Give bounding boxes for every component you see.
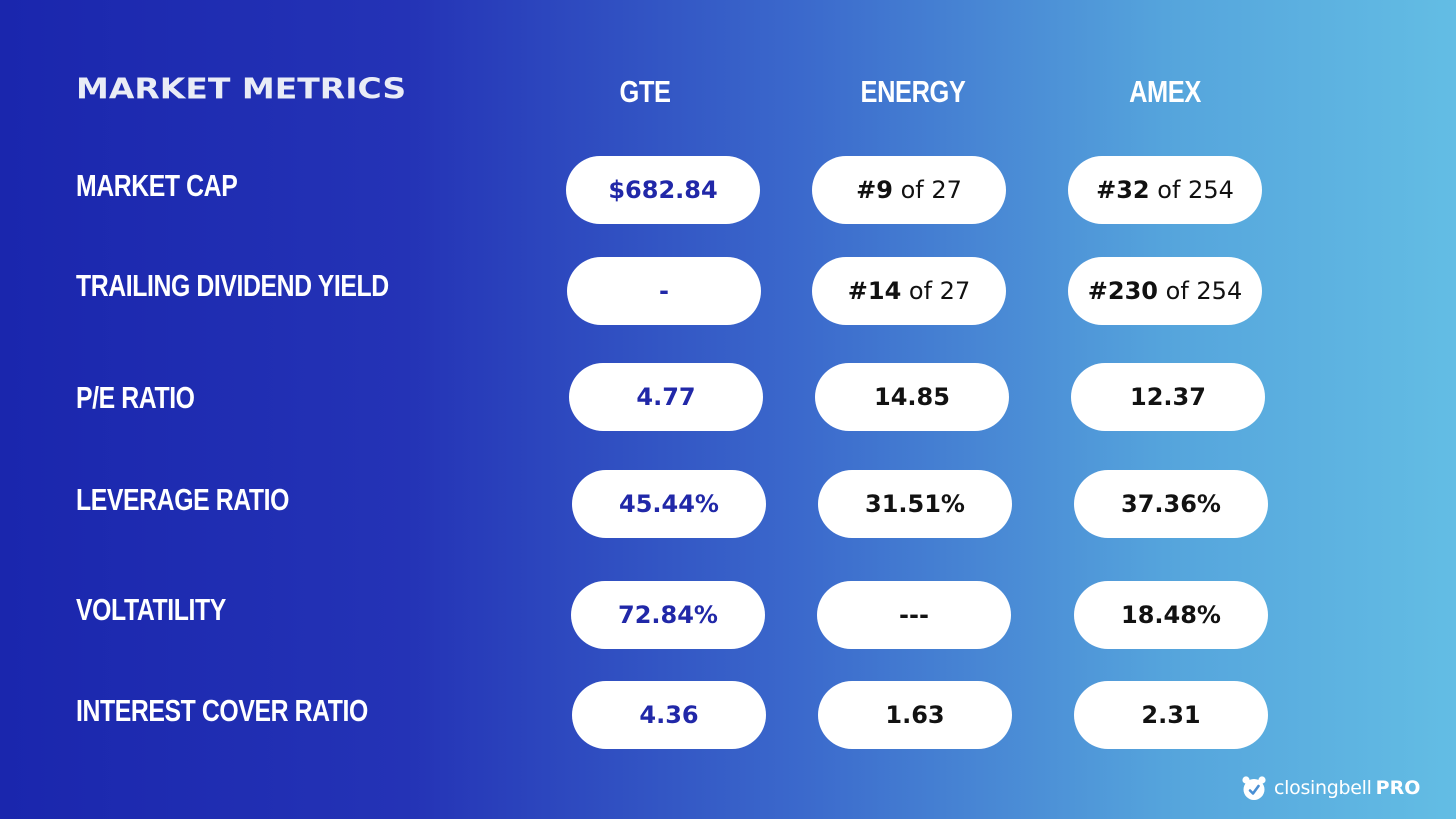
energy-volatility-value: --- <box>817 581 1011 649</box>
brand-name: closingbell <box>1274 777 1372 799</box>
energy-pe-ratio-value: 14.85 <box>815 363 1009 431</box>
row-label-trailing-dividend-yield: TRAILING DIVIDEND YIELD <box>76 268 389 303</box>
row-label-leverage-ratio: LEVERAGE RATIO <box>76 482 290 517</box>
amex-leverage-ratio-value: 37.36% <box>1074 470 1268 538</box>
gte-volatility-value: 72.84% <box>571 581 765 649</box>
column-header-energy: ENERGY <box>860 74 966 109</box>
energy-leverage-ratio-value: 31.51% <box>818 470 1012 538</box>
energy-dividend-yield-rank: #14 of 27 <box>812 257 1006 325</box>
row-label-pe-ratio: P/E RATIO <box>76 380 195 415</box>
amex-dividend-yield-rank: #230 of 254 <box>1068 257 1262 325</box>
alarm-clock-icon <box>1242 776 1266 800</box>
amex-pe-ratio-value: 12.37 <box>1071 363 1265 431</box>
brand-suffix: PRO <box>1375 777 1421 799</box>
amex-interest-cover-value: 2.31 <box>1074 681 1268 749</box>
amex-volatility-value: 18.48% <box>1074 581 1268 649</box>
column-header-gte: GTE <box>619 74 671 109</box>
column-header-amex: AMEX <box>1129 74 1201 109</box>
gte-dividend-yield-value: - <box>567 257 761 325</box>
gte-interest-cover-value: 4.36 <box>572 681 766 749</box>
brand-logo: closingbell PRO <box>1240 772 1420 804</box>
page-title: MARKET METRICS <box>76 72 407 106</box>
row-label-market-cap: MARKET CAP <box>76 168 238 203</box>
energy-interest-cover-value: 1.63 <box>818 681 1012 749</box>
amex-market-cap-rank: #32 of 254 <box>1068 156 1262 224</box>
row-label-volatility: VOLTATILITY <box>76 592 226 627</box>
energy-market-cap-rank: #9 of 27 <box>812 156 1006 224</box>
row-label-interest-cover-ratio: INTEREST COVER RATIO <box>76 693 368 728</box>
gte-leverage-ratio-value: 45.44% <box>572 470 766 538</box>
gte-market-cap-value: $682.84 <box>566 156 760 224</box>
gte-pe-ratio-value: 4.77 <box>569 363 763 431</box>
